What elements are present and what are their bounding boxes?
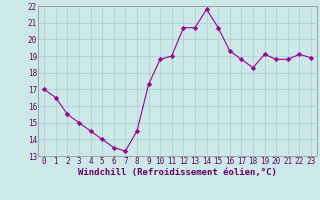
X-axis label: Windchill (Refroidissement éolien,°C): Windchill (Refroidissement éolien,°C) (78, 168, 277, 177)
